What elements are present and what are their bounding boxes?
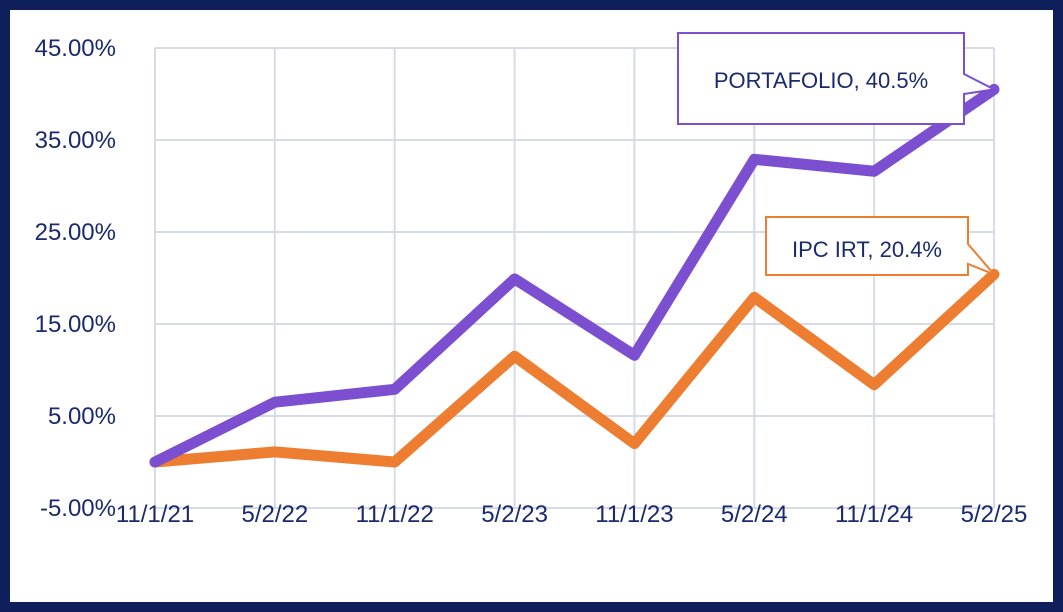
y-axis-ticks: 45.00% 35.00% 25.00% 15.00% 5.00% -5.00%: [35, 35, 116, 522]
y-tick-label: -5.00%: [40, 495, 116, 522]
x-tick-label: 5/2/22: [241, 501, 308, 528]
x-tick-label: 11/1/21: [116, 501, 194, 528]
series-lines: [149, 83, 1000, 468]
callout-label: IPC IRT, 20.4%: [792, 237, 942, 262]
series-line-portafolio: [149, 83, 1000, 468]
x-axis-ticks: 11/1/21 5/2/22 11/1/22 5/2/23 11/1/23 5/2/24 1…: [116, 501, 1028, 528]
y-tick-label: 5.00%: [48, 403, 116, 430]
x-tick-label: 5/2/25: [961, 501, 1028, 528]
series-line-ipc-irt: [149, 268, 1000, 468]
callouts: PORTAFOLIO, 40.5% IPC IRT, 20.4%: [677, 32, 998, 276]
y-tick-label: 25.00%: [35, 219, 116, 246]
y-tick-label: 35.00%: [35, 127, 116, 154]
callout-label: PORTAFOLIO, 40.5%: [714, 68, 928, 93]
x-tick-label: 5/2/23: [481, 501, 548, 528]
y-tick-label: 15.00%: [35, 311, 116, 338]
callout-box-portafolio: [677, 32, 998, 125]
y-tick-label: 45.00%: [35, 35, 116, 62]
x-tick-label: 11/1/22: [356, 501, 434, 528]
callout-box-ipc-irt: [765, 216, 995, 276]
x-tick-label: 11/1/24: [835, 501, 913, 528]
x-tick-label: 5/2/24: [721, 501, 788, 528]
x-tick-label: 11/1/23: [595, 501, 673, 528]
